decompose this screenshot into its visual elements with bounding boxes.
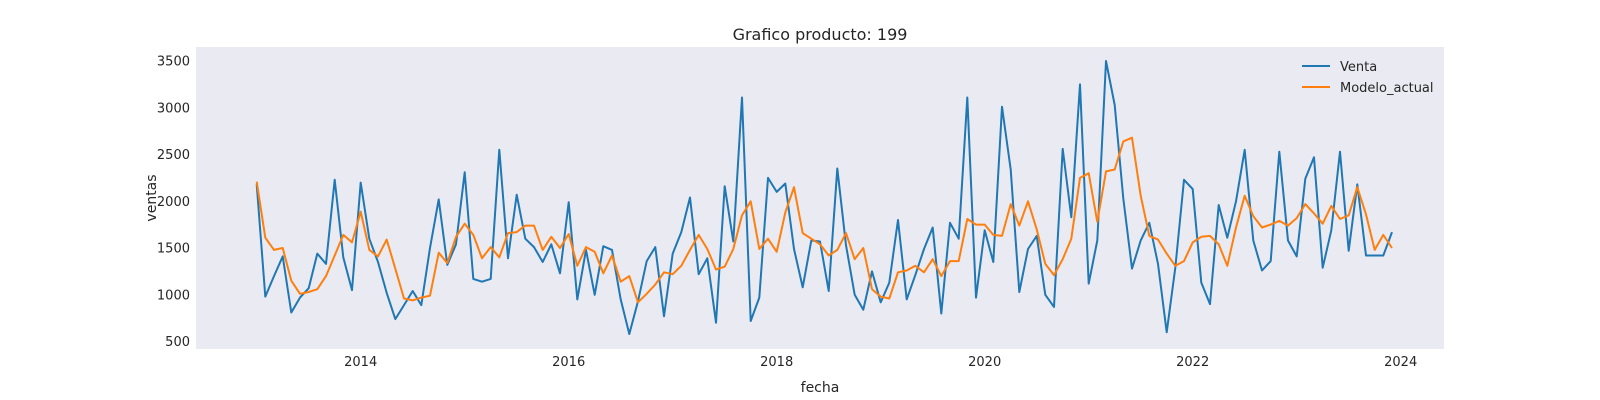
y-tick-label: 2500 [157, 148, 190, 163]
y-tick-label: 1500 [157, 242, 190, 257]
legend-label-venta: Venta [1340, 60, 1377, 75]
x-tick-label: 2016 [552, 355, 585, 370]
x-tick-label: 2018 [760, 355, 793, 370]
chart-title: Grafico producto: 199 [733, 25, 908, 44]
series-lines [255, 60, 1393, 335]
x-tick-label: 2022 [1176, 355, 1209, 370]
legend: Venta Modelo_actual [1302, 60, 1434, 96]
series-line-modelo-actual [255, 136, 1393, 304]
x-tick-label: 2020 [968, 355, 1001, 370]
y-tick-label: 2000 [157, 195, 190, 210]
y-axis-label: ventas [144, 174, 160, 221]
y-axis-ticks: 500 1000 1500 2000 2500 3000 3500 [157, 55, 190, 351]
legend-label-modelo-actual: Modelo_actual [1340, 81, 1434, 96]
y-tick-label: 500 [165, 335, 190, 350]
y-tick-label: 3000 [157, 101, 190, 116]
x-axis-label: fecha [801, 380, 840, 396]
y-tick-label: 3500 [157, 55, 190, 70]
y-tick-label: 1000 [157, 288, 190, 303]
x-axis-ticks: 2014 2016 2018 2020 2022 2024 [344, 355, 1417, 370]
plot-background [196, 47, 1444, 349]
x-tick-label: 2014 [344, 355, 377, 370]
series-line-venta [255, 60, 1393, 335]
x-tick-label: 2024 [1384, 355, 1417, 370]
